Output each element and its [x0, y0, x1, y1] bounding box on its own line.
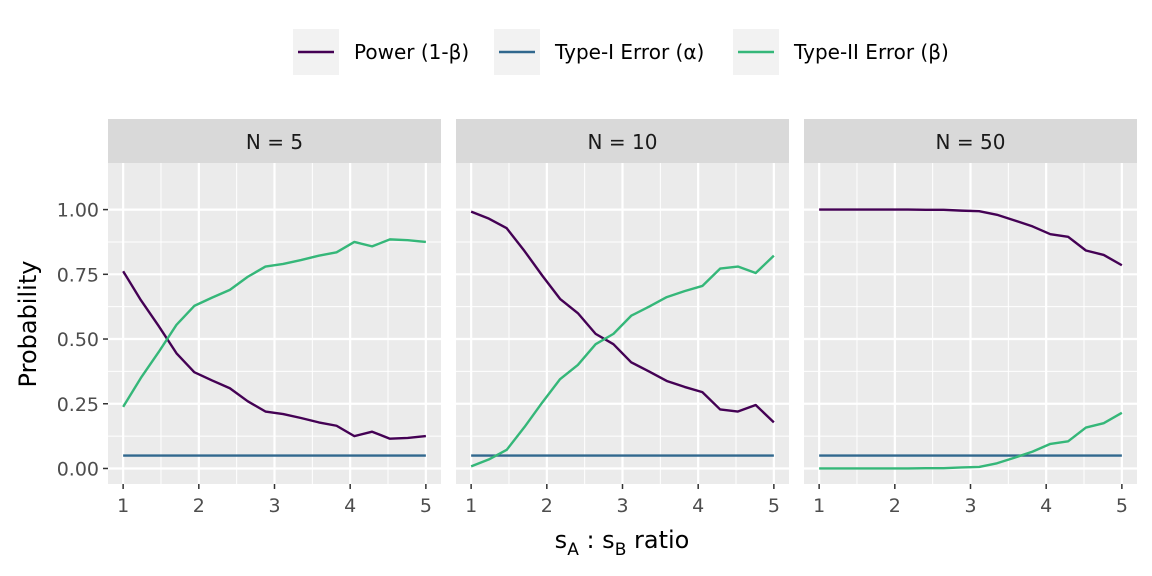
- facet-strip-label: N = 5: [246, 130, 303, 154]
- x-axes: 1 2 3 4 5 1 2 3 4 5 1 2 3 4 5: [117, 484, 1128, 517]
- legend: Power (1-β) Type-I Error (α) Type-II Error…: [293, 29, 949, 75]
- x-tick-label: 3: [616, 495, 628, 517]
- x-tick-label: 2: [541, 495, 553, 517]
- facet-strip-label: N = 50: [936, 130, 1006, 154]
- facet-panel-1: N = 5: [108, 119, 441, 484]
- legend-entry-type-i-error: Type-I Error (α): [494, 29, 704, 75]
- y-tick-label: 0.25: [57, 394, 99, 416]
- x-tick-label: 2: [889, 495, 901, 517]
- legend-label: Type-II Error (β): [793, 40, 949, 64]
- x-tick-label: 1: [465, 495, 477, 517]
- facet-strip: [108, 119, 441, 163]
- y-axis-title: Probability: [14, 261, 42, 388]
- x-axis-title: sA : sB ratio: [555, 526, 690, 560]
- facet-strip: [804, 119, 1137, 163]
- y-tick-label: 1.00: [57, 200, 99, 222]
- x-axis-1: 1 2 3 4 5: [117, 484, 432, 517]
- legend-entry-type-ii-error: Type-II Error (β): [733, 29, 949, 75]
- series-line-type-ii-error: [819, 411, 1123, 470]
- x-tick-label: 4: [692, 495, 704, 517]
- series-line-power-1: [819, 208, 1123, 267]
- series-line-type-ii-error: [470, 254, 775, 468]
- legend-label: Type-I Error (α): [554, 40, 704, 64]
- series-line-power-1: [122, 270, 426, 440]
- series-line-type-ii-error: [122, 238, 426, 408]
- x-tick-label: 3: [268, 495, 280, 517]
- facet-panels: N = 5 N = 10 N = 50: [108, 119, 1137, 484]
- legend-label: Power (1-β): [354, 40, 469, 64]
- x-tick-label: 4: [1040, 495, 1052, 517]
- x-tick-label: 5: [768, 495, 780, 517]
- facet-panel-3: N = 50: [804, 119, 1137, 484]
- y-tick-label: 0.50: [57, 329, 99, 351]
- x-tick-label: 3: [964, 495, 976, 517]
- series-line-power-1: [470, 210, 775, 424]
- y-tick-label: 0.75: [57, 264, 99, 286]
- facet-strip: [456, 119, 789, 163]
- y-axis: 0.00 0.25 0.50 0.75 1.00: [57, 200, 108, 480]
- x-tick-label: 4: [344, 495, 356, 517]
- x-tick-label: 5: [420, 495, 432, 517]
- x-tick-label: 1: [117, 495, 129, 517]
- x-tick-label: 5: [1116, 495, 1128, 517]
- x-tick-label: 2: [193, 495, 205, 517]
- x-tick-label: 1: [813, 495, 825, 517]
- legend-entry-power-1: Power (1-β): [293, 29, 469, 75]
- y-tick-label: 0.00: [57, 458, 99, 480]
- facet-panel-2: N = 10: [456, 119, 789, 484]
- x-axis-3: 1 2 3 4 5: [813, 484, 1128, 517]
- x-axis-2: 1 2 3 4 5: [465, 484, 780, 517]
- facet-strip-label: N = 10: [588, 130, 658, 154]
